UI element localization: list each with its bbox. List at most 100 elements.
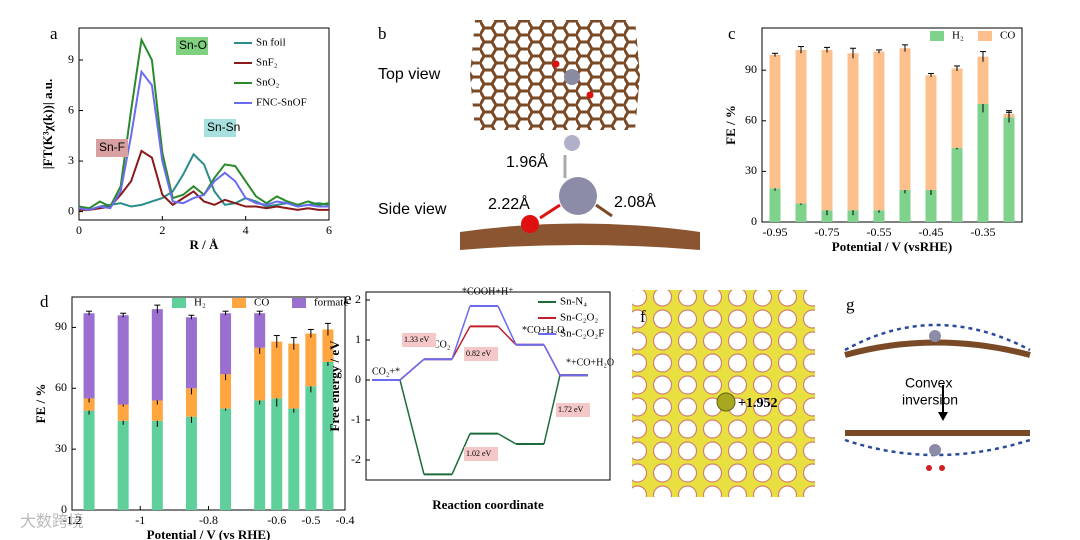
bar-segment — [151, 309, 163, 401]
x-tick-label: -0.75 — [815, 225, 840, 239]
x-tick-label: -0.8 — [199, 513, 218, 527]
side-view: Side view — [378, 201, 447, 218]
bond-length: 1.96Å — [506, 152, 548, 171]
bar-segment — [769, 188, 781, 222]
y-tick-label: 0 — [355, 372, 361, 386]
y-axis-label: FE / % — [723, 105, 738, 145]
annotation-box — [176, 37, 208, 55]
bar-segment — [185, 416, 197, 510]
y-tick-label: 0 — [751, 214, 757, 228]
plot-frame — [761, 27, 1023, 223]
y-tick-label: 30 — [745, 163, 757, 177]
bar-segment — [925, 189, 937, 222]
x-tick-label: -0.35 — [971, 225, 996, 239]
o-atom — [939, 465, 945, 471]
state-label: *+CO+H₂O — [566, 357, 614, 368]
lattice-top — [470, 20, 640, 130]
bar-segment — [305, 386, 317, 510]
state-label: CO₂+* — [372, 366, 400, 377]
x-tick-label: -0.55 — [867, 225, 892, 239]
bar-segment — [795, 49, 807, 204]
bar-segment — [288, 408, 300, 510]
legend-label: H₂ — [194, 297, 206, 309]
legend-label: SnO₂ — [256, 77, 280, 89]
x-tick-label: -0.95 — [763, 225, 788, 239]
bar-segment — [254, 313, 266, 348]
bond-arrow — [539, 203, 561, 220]
legend-label: Sn-N₄ — [560, 296, 587, 308]
bar-segment — [254, 400, 266, 510]
caption: inversion — [902, 392, 958, 408]
bar-segment — [873, 51, 885, 211]
state-label: *CO+H₂O — [522, 325, 564, 336]
bar-segment — [795, 203, 807, 222]
y-tick-label: -1 — [351, 412, 361, 426]
bond-arrow — [595, 203, 613, 218]
connector — [451, 326, 471, 360]
o-atom — [926, 465, 932, 471]
y-tick-label: 90 — [745, 62, 757, 76]
o-atom — [586, 91, 594, 99]
legend-swatch — [292, 298, 306, 308]
legend-label: H₂ — [952, 30, 964, 42]
panel-b: b Top view Side view 1.96Å 2.22Å 2.08Å — [378, 20, 700, 250]
panel-label: f — [640, 307, 646, 326]
sn-atom — [929, 444, 941, 456]
arrow-head — [938, 412, 948, 421]
legend-label: SnF₂ — [256, 57, 278, 69]
annotation: Sn-Sn — [207, 120, 240, 134]
watermark: 大数跨境 — [20, 512, 84, 531]
y-tick-label: 9 — [68, 52, 74, 66]
bar-segment — [951, 147, 963, 222]
bar-segment — [769, 54, 781, 189]
y-tick-label: 2 — [355, 292, 361, 306]
x-tick-label: -0.45 — [919, 225, 944, 239]
y-axis-label: FE / % — [33, 384, 48, 424]
sn-top — [564, 135, 580, 151]
x-tick-label: 4 — [243, 223, 249, 237]
y-axis-label: |FT(K³χ(k))| a.u. — [40, 79, 55, 169]
legend-label: FNC-SnOF — [256, 97, 307, 109]
bar-segment — [925, 75, 937, 190]
x-tick-label: 6 — [326, 223, 332, 237]
annotation-box — [464, 347, 498, 361]
legend-label: Sn-C₂O₂F — [560, 328, 604, 340]
bar-segment — [847, 210, 859, 222]
annotation: 1.33 eV — [404, 335, 430, 344]
x-tick-label: -0.5 — [301, 513, 320, 527]
panel-f: f +1.952 — [632, 290, 815, 497]
annotation: 1.02 eV — [466, 449, 492, 458]
y-axis-label: Free energy / eV — [327, 340, 342, 432]
bar-segment — [117, 404, 129, 421]
state-label: *CO₂ — [428, 339, 450, 350]
bar-segment — [220, 408, 232, 510]
bar-segment — [322, 329, 334, 362]
bond-length: 2.22Å — [488, 194, 530, 213]
x-tick-label: -1 — [135, 513, 145, 527]
bar-segment — [271, 341, 283, 399]
x-tick-label: 0 — [76, 223, 82, 237]
curve — [844, 323, 1031, 352]
annotation: 0.82 eV — [466, 349, 492, 358]
bar-segment — [821, 210, 833, 222]
connector — [497, 325, 517, 346]
bar-segment — [83, 313, 95, 399]
x-axis-label: Reaction coordinate — [432, 497, 544, 512]
state-label: *COOH+H⁺ — [462, 286, 513, 297]
connector — [543, 344, 561, 376]
bar-segment — [305, 333, 317, 387]
legend-label: Sn-C₂O₂ — [560, 312, 598, 324]
y-tick-label: 0 — [61, 502, 67, 516]
bar-segment — [847, 53, 859, 211]
legend-label: formate — [314, 297, 348, 309]
bar-segment — [951, 68, 963, 148]
bar-segment — [83, 410, 95, 510]
bar-segment — [977, 103, 989, 222]
x-axis-label: Potential / V (vsRHE) — [832, 239, 953, 254]
legend-label: CO — [254, 297, 269, 309]
bar-segment — [1003, 117, 1015, 222]
bar-segment — [873, 210, 885, 222]
bar-segment — [83, 398, 95, 411]
legend-swatch — [978, 31, 992, 41]
bar-segment — [977, 56, 989, 104]
